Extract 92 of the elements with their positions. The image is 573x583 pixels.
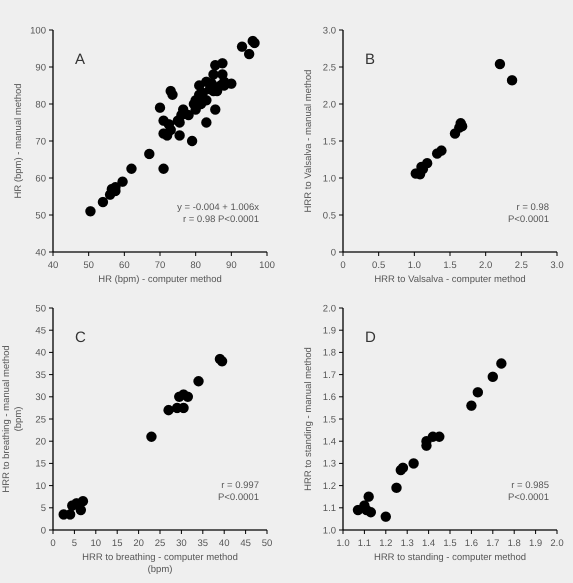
y-tick-label: 5 — [40, 503, 46, 514]
y-tick-label: 1.8 — [322, 348, 336, 359]
text: A — [75, 51, 86, 68]
x-tick-label: 2.0 — [550, 538, 564, 549]
annotation: r = 0.997 — [221, 480, 259, 491]
annotation: r = 0.985 — [511, 480, 549, 491]
y-tick-label: 1.5 — [322, 136, 336, 148]
y-tick-label: 2.0 — [322, 303, 336, 314]
x-tick-label: 40 — [48, 260, 58, 271]
x-tick-label: 1.7 — [486, 538, 500, 549]
x-tick-label: 1.6 — [464, 538, 478, 549]
x-tick-label: 2.0 — [479, 260, 492, 271]
x-tick-label: 45 — [240, 538, 251, 549]
x-tick-label: 70 — [154, 260, 166, 271]
y-axis-title: HR (bpm) - manual method — [13, 83, 24, 199]
y-tick-label: 50 — [35, 210, 46, 222]
x-axis-title: HR (bpm) - computer method — [98, 274, 222, 285]
y-tick-label: 25 — [35, 414, 46, 426]
x-tick-label: 15 — [112, 538, 122, 549]
y-tick-label: 50 — [35, 303, 46, 314]
y-tick-label: 2.5 — [322, 62, 336, 74]
x-tick-label: 1.4 — [422, 538, 436, 549]
y-tick-label: 40 — [35, 247, 46, 258]
y-tick-label: 1.1 — [322, 503, 336, 514]
x-tick-label: 0.5 — [372, 260, 386, 271]
x-tick-label: 1.9 — [528, 538, 542, 549]
text: C — [75, 329, 86, 346]
y-tick-label: 15 — [35, 458, 46, 470]
x-tick-label: 35 — [198, 538, 208, 549]
y-tick-label: 1.3 — [322, 458, 336, 470]
x-tick-label: 100 — [259, 260, 275, 271]
x-tick-label: 1.5 — [443, 260, 457, 271]
y-tick-label: 40 — [35, 348, 46, 359]
y-tick-label: 90 — [35, 62, 46, 74]
x-tick-label: 1.0 — [408, 260, 421, 271]
x-axis-title: HRR to standing - computer method — [374, 552, 526, 563]
y-tick-label: 0.5 — [322, 210, 336, 222]
x-tick-label: 1.5 — [443, 538, 457, 549]
annotation: P<0.0001 — [508, 214, 549, 225]
y-tick-label: 1.5 — [322, 414, 336, 426]
x-tick-label: 20 — [133, 538, 144, 549]
y-tick-label: 100 — [30, 25, 46, 36]
x-tick-label: 2.5 — [514, 260, 528, 271]
y-tick-label: 1.2 — [322, 480, 336, 492]
annotation: r = 0.98 — [516, 202, 549, 213]
annotation: y = -0.004 + 1.006x — [177, 202, 260, 213]
y-axis-title: HRR to standing - manual method — [303, 347, 314, 491]
y-tick-label: 1.6 — [322, 392, 336, 404]
x-tick-label: 80 — [190, 260, 201, 271]
y-tick-label: 70 — [35, 136, 46, 148]
y-tick-label: 60 — [35, 173, 46, 184]
x-tick-label: 3.0 — [550, 260, 564, 271]
x-tick-label: 1.2 — [379, 538, 392, 549]
annotation: P<0.0001 — [218, 492, 259, 503]
x-axis-title: HRR to Valsalva - computer method — [374, 274, 526, 285]
y-tick-label: 30 — [35, 392, 46, 404]
y-tick-label: 20 — [35, 436, 46, 448]
x-tick-label: 1.0 — [336, 538, 350, 549]
x-tick-label: 30 — [176, 538, 187, 549]
x-tick-label: 90 — [226, 260, 237, 271]
y-axis-title: HRR to Valsalva - manual method — [303, 70, 314, 212]
annotation: P<0.0001 — [508, 492, 549, 503]
annotation: r = 0.98 P<0.0001 — [182, 214, 259, 225]
y-tick-label: 2.0 — [322, 99, 336, 110]
x-tick-label: 5 — [72, 538, 78, 549]
x-tick-label: 50 — [83, 260, 94, 271]
y-tick-label: 1.7 — [322, 370, 336, 381]
y-tick-label: 0 — [40, 525, 46, 536]
y-tick-label: 45 — [35, 326, 46, 337]
text: D — [365, 329, 376, 346]
x-tick-label: 60 — [119, 260, 130, 271]
y-tick-label: 1.0 — [322, 525, 336, 536]
x-tick-label: 50 — [262, 538, 272, 549]
x-tick-label: 1.1 — [358, 538, 372, 549]
y-tick-label: 1.0 — [322, 173, 336, 184]
y-tick-label: 1.9 — [322, 326, 336, 337]
x-tick-label: 0 — [50, 538, 56, 549]
y-tick-label: 0 — [330, 247, 336, 258]
x-tick-label: 1.8 — [508, 538, 521, 549]
x-tick-label: 40 — [218, 538, 230, 549]
x-tick-label: 25 — [154, 538, 166, 549]
x-axis-title: HRR to breathing - computer method (bpm) — [82, 552, 238, 575]
y-tick-label: 1.4 — [322, 436, 336, 448]
y-tick-label: 80 — [35, 99, 46, 110]
y-tick-label: 3.0 — [322, 25, 336, 36]
y-tick-label: 35 — [35, 370, 46, 381]
x-tick-label: 1.3 — [400, 538, 414, 549]
y-axis-title: HRR to breathing - manual method (bpm) — [1, 345, 24, 493]
x-tick-label: 10 — [90, 538, 102, 549]
text: B — [365, 51, 376, 68]
x-tick-label: 0 — [340, 260, 346, 271]
y-tick-label: 10 — [35, 480, 46, 492]
